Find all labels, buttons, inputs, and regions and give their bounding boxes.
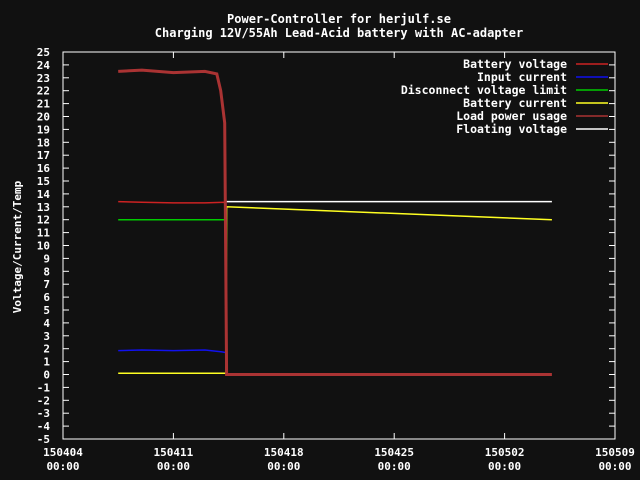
y-tick-label: 16 [37, 162, 51, 175]
y-tick-label: 7 [43, 278, 50, 291]
y-tick-label: 19 [37, 123, 50, 136]
legend-label: Floating voltage [456, 122, 567, 136]
y-tick-label: 4 [43, 317, 50, 330]
y-tick-label: 22 [37, 85, 50, 98]
y-tick-label: 5 [43, 304, 50, 317]
x-tick-label-time: 00:00 [378, 460, 411, 473]
x-tick-label-date: 150502 [485, 446, 525, 459]
y-tick-label: 9 [43, 252, 50, 265]
legend-label: Input current [477, 70, 567, 84]
chart-title: Power-Controller for herjulf.se [227, 12, 451, 26]
x-tick-label-time: 00:00 [157, 460, 190, 473]
y-tick-label: 21 [37, 98, 51, 111]
x-tick-label-time: 00:00 [488, 460, 521, 473]
y-tick-label: -2 [37, 394, 50, 407]
y-tick-label: 8 [43, 265, 50, 278]
y-tick-label: 14 [37, 188, 51, 201]
x-tick-label-date: 150418 [264, 446, 304, 459]
series-line-input-current [118, 349, 227, 354]
legend-label: Battery current [463, 96, 567, 110]
y-tick-label: 3 [43, 330, 50, 343]
y-tick-label: 15 [37, 175, 50, 188]
x-tick-label-date: 150425 [374, 446, 414, 459]
x-tick-label-time: 00:00 [46, 460, 79, 473]
axes: -5-4-3-2-1012345678910111213141516171819… [37, 46, 635, 473]
y-tick-label: 17 [37, 149, 50, 162]
y-tick-label: 24 [37, 59, 51, 72]
chart-subtitle: Charging 12V/55Ah Lead-Acid battery with… [155, 26, 523, 40]
y-tick-label: -1 [37, 381, 51, 394]
y-tick-label: 0 [43, 369, 50, 382]
y-tick-label: 18 [37, 136, 50, 149]
x-tick-label-date: 150509 [595, 446, 635, 459]
y-tick-label: 13 [37, 201, 50, 214]
y-tick-label: 12 [37, 214, 50, 227]
x-tick-label-time: 00:00 [598, 460, 631, 473]
y-tick-label: 6 [43, 291, 50, 304]
x-tick-label-date: 150404 [43, 446, 83, 459]
y-tick-label: 23 [37, 72, 50, 85]
series-line-load-power-usage [118, 68, 552, 376]
y-tick-label: 25 [37, 46, 50, 59]
legend-label: Disconnect voltage limit [401, 83, 567, 97]
x-tick-label-time: 00:00 [267, 460, 300, 473]
x-tick-label-date: 150411 [154, 446, 194, 459]
y-tick-label: -4 [37, 420, 51, 433]
y-tick-label: -3 [37, 407, 50, 420]
legend-label: Battery voltage [463, 57, 567, 71]
y-tick-label: 2 [43, 343, 50, 356]
plot-area [118, 68, 552, 376]
y-tick-label: 11 [37, 227, 51, 240]
y-tick-label: -5 [37, 433, 50, 446]
y-tick-label: 20 [37, 111, 50, 124]
y-tick-label: 1 [43, 356, 50, 369]
y-axis-label: Voltage/Current/Temp [11, 180, 24, 313]
legend-label: Load power usage [456, 109, 567, 123]
y-tick-label: 10 [37, 240, 50, 253]
